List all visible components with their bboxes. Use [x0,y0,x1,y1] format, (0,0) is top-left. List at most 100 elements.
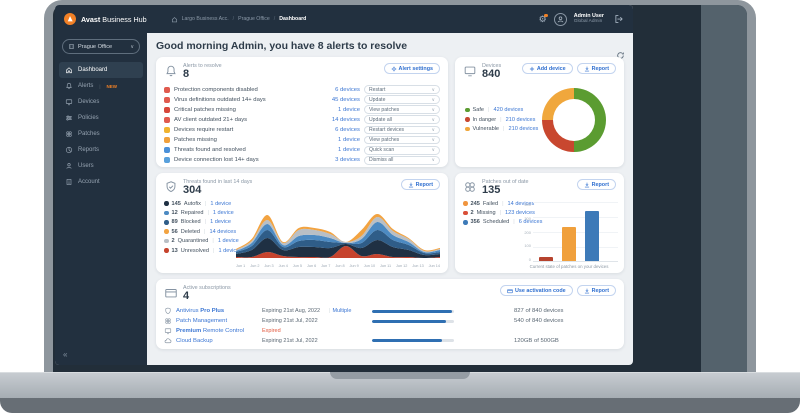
settings-gear-icon[interactable]: ⚙ [538,13,548,24]
legend-devices-link[interactable]: 14 devices [507,200,535,207]
sidebar-item-label: Reports [78,147,100,153]
sidebar-item-account[interactable]: Account [59,174,143,190]
legend-label: Vulnerable [472,125,500,132]
report-button[interactable]: Report [576,285,616,296]
breadcrumb-item[interactable]: Largo Business Acc. [181,16,229,22]
breadcrumb-item[interactable]: Prague Office [238,16,270,22]
alert-devices-link[interactable]: 45 devices [331,96,360,103]
legend-devices-link[interactable]: 210 devices [508,125,539,132]
alert-action-select[interactable]: Restart ∨ [364,85,440,94]
legend-label: Blocked [180,219,201,226]
laptop-base-notch [330,372,470,379]
sidebar-item-label: Account [78,179,100,185]
legend-label: Failed [482,200,499,207]
legend-devices-link[interactable]: 123 devices [505,209,535,216]
avatar[interactable] [553,12,567,26]
user-info[interactable]: Admin User Global Admin [574,13,604,25]
patches-legend-item: 356 Scheduled | 6 devices [463,219,616,225]
report-button[interactable]: Report [576,179,616,190]
threats-area-chart: Jun 1 Jun 2 Jun 3 Jun 4 Jun 5 Jun 6 Jun 7 Jun 8… [236,212,440,268]
alert-action-select[interactable]: Update ∨ [364,95,440,105]
alert-label: Critical patches missing [174,106,236,113]
legend-devices-link[interactable]: 6 devices [518,219,543,226]
x-tick-label: Jun 8 [335,264,345,268]
sidebar-collapse-button[interactable]: « [63,350,68,359]
subscription-name-link[interactable]: Patch Management [176,318,228,325]
org-selector[interactable]: Prague Office ∨ [62,39,140,54]
sidebar-item-users[interactable]: Users [59,158,143,174]
legend-separator: | [488,107,490,114]
devices-legend: Safe | 420 devices In danger | 210 devices Vul… [465,107,538,132]
sidebar-item-devices[interactable]: Devices [59,94,143,110]
legend-devices-link[interactable]: 420 devices [493,107,524,114]
sidebar-item-policies[interactable]: Policies [59,110,143,126]
alert-action-select[interactable]: View patches ∨ [364,135,440,145]
alert-devices-link[interactable]: 14 devices [331,116,360,123]
sidebar-item-alerts[interactable]: Alerts | NEW [59,78,143,94]
alert-action-select[interactable]: Quick scan ∨ [364,145,440,155]
alert-devices-link[interactable]: 1 device [338,137,360,144]
download-icon [584,66,590,72]
alert-action-label: View patches [369,137,400,144]
subscription-name-link[interactable]: Cloud Backup [176,337,213,344]
legend-dot [164,201,169,206]
breadcrumb-separator: / [273,16,276,22]
subscription-extra: | Multiple [328,308,372,314]
card-title: Alerts to resolve [183,63,222,69]
legend-separator: | [207,209,209,216]
org-selector-label: Prague Office [78,43,113,50]
legend-devices-link[interactable]: 1 device [210,200,232,207]
x-tick-label: Jun 13 [412,264,424,268]
logout-icon[interactable] [614,14,624,24]
alert-action-select[interactable]: Restart devices ∨ [364,125,440,135]
alert-action-select[interactable]: View patches ∨ [364,105,440,115]
alert-devices-link[interactable]: 1 device [338,147,360,154]
alert-action-label: Update all [369,116,392,123]
legend-label: Unresolved [180,247,210,254]
multiple-link[interactable]: Multiple [332,308,352,315]
add-device-button[interactable]: Add device [521,63,573,74]
alert-action-select[interactable]: Update all ∨ [364,115,440,125]
legend-devices-link[interactable]: 14 devices [209,228,237,235]
legend-devices-link[interactable]: 210 devices [505,116,536,123]
use-activation-code-button[interactable]: Use activation code [499,285,573,296]
legend-dot [463,201,468,206]
legend-devices-link[interactable]: 1 device [212,209,234,216]
legend-dot [463,210,468,216]
monitor-icon [164,327,172,335]
patches-bars [533,202,618,262]
alert-devices-link[interactable]: 3 devices [335,157,360,164]
legend-devices-link[interactable]: 1 device [218,247,240,254]
report-button[interactable]: Report [576,63,616,74]
alert-severity-icon [164,86,170,93]
alert-devices-link[interactable]: 1 device [338,106,360,113]
subscriptions-card: Active subscriptions 4 Use activation co… [156,279,624,349]
alert-devices-link[interactable]: 6 devices [335,126,360,133]
sidebar-item-label: Users [78,163,94,169]
alert-settings-button[interactable]: Alert settings [383,63,440,74]
sidebar-item-patches[interactable]: Patches [59,126,143,142]
refresh-button[interactable] [616,51,625,60]
alert-row: Devices require restart 6 devices Restart … [164,125,440,135]
devices-donut-chart [542,87,606,152]
legend-devices-link[interactable]: 1 device [217,238,239,245]
subscription-name-link[interactable]: Antivirus Pro Plus [176,308,225,315]
x-tick-label: Jun 3 [264,264,274,268]
x-tick-label: Jun 5 [292,264,303,268]
chevron-down-icon: ∨ [431,86,435,92]
sidebar-item-dashboard[interactable]: Dashboard [59,62,143,78]
legend-devices-link[interactable]: 1 device [210,219,231,226]
bar-failed [562,226,576,261]
alert-action-select[interactable]: Dismiss all ∨ [364,155,440,165]
sidebar-item-reports[interactable]: Reports [59,142,143,158]
subscription-name-link[interactable]: Premium Remote Control [176,328,245,335]
threats-count: 304 [183,184,202,196]
legend-separator: | [502,200,504,207]
alert-devices-link[interactable]: 6 devices [335,86,360,93]
threats-legend-item: 89 Blocked | 1 device [164,219,440,225]
y-tick-label: 200 [524,229,531,235]
report-button[interactable]: Report [400,179,440,190]
card-title: Devices [482,63,502,69]
page-title: Good morning Admin, you have 8 alerts to… [156,40,408,52]
threat-series-quarantined [236,216,440,253]
